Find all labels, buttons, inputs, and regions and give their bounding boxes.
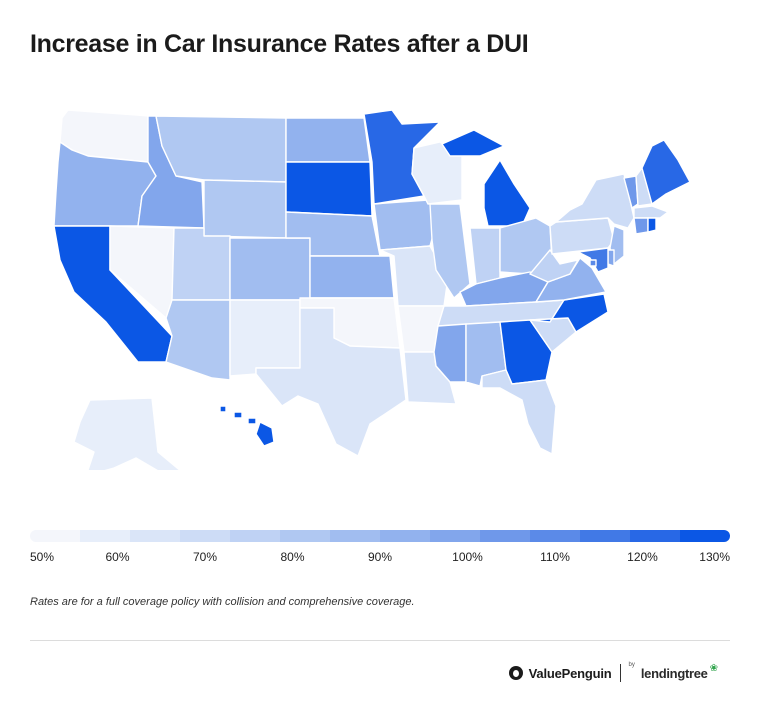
state-ut [171,227,231,301]
state-sd [285,161,373,217]
map-svg [53,109,691,470]
state-in [469,227,501,285]
us-choropleth-map [30,100,730,470]
legend-swatch [480,530,530,542]
legend-color-bar [30,530,730,542]
state-tx [255,307,407,457]
state-nm [229,299,301,377]
state-dc [589,259,597,267]
legend-swatch [630,530,680,542]
state-fl [481,369,557,455]
state-hi [219,405,275,447]
state-mi [441,129,531,227]
legend-swatch [80,530,130,542]
legend-tick: 130% [699,550,730,564]
legend-swatch [580,530,630,542]
legend-swatch [30,530,80,542]
legend-swatch [230,530,280,542]
legend-swatch [380,530,430,542]
state-co [229,237,311,301]
legend-swatch [280,530,330,542]
state-il [429,203,471,299]
state-ia [373,199,439,251]
leaf-icon: ❀ [709,662,718,674]
state-de [607,249,615,267]
legend-swatch [530,530,580,542]
legend-swatch [680,530,730,542]
state-ak [73,397,181,470]
legend-tick: 100% [452,550,483,564]
legend-tick: 110% [540,550,570,564]
brand-separator [619,664,621,682]
state-wv [529,249,579,283]
state-ma [633,205,669,219]
state-nd [285,117,371,163]
brand-lendingtree: lendingtree [640,665,708,681]
state-ks [309,255,395,299]
state-ct [633,217,649,235]
state-az [165,299,231,381]
state-wy [203,179,287,239]
state-ri [647,217,657,233]
state-ky [459,271,549,307]
legend-ticks: 50% 60% 70% 80% 90% 100% 110% 120% 130% [30,550,730,568]
legend-swatch [330,530,380,542]
legend-swatch [430,530,480,542]
legend: 50% 60% 70% 80% 90% 100% 110% 120% 130% [30,530,730,568]
legend-tick: 120% [627,550,658,564]
footer-divider [30,640,730,641]
legend-tick: 90% [367,550,393,564]
chart-title: Increase in Car Insurance Rates after a … [30,30,529,58]
brand-logo: ValuePenguin by lendingtree ❀ [508,662,718,682]
state-me [641,139,691,205]
legend-tick: 60% [105,550,130,564]
footnote: Rates are for a full coverage policy wit… [30,596,415,608]
legend-tick: 50% [30,550,55,564]
state-mt [155,115,287,183]
legend-tick: 80% [280,550,305,564]
brand-valuepenguin: ValuePenguin [528,665,612,681]
legend-swatch [130,530,180,542]
penguin-icon [508,666,523,680]
legend-swatch [180,530,230,542]
legend-tick: 70% [192,550,218,564]
brand-by: by [628,662,635,668]
